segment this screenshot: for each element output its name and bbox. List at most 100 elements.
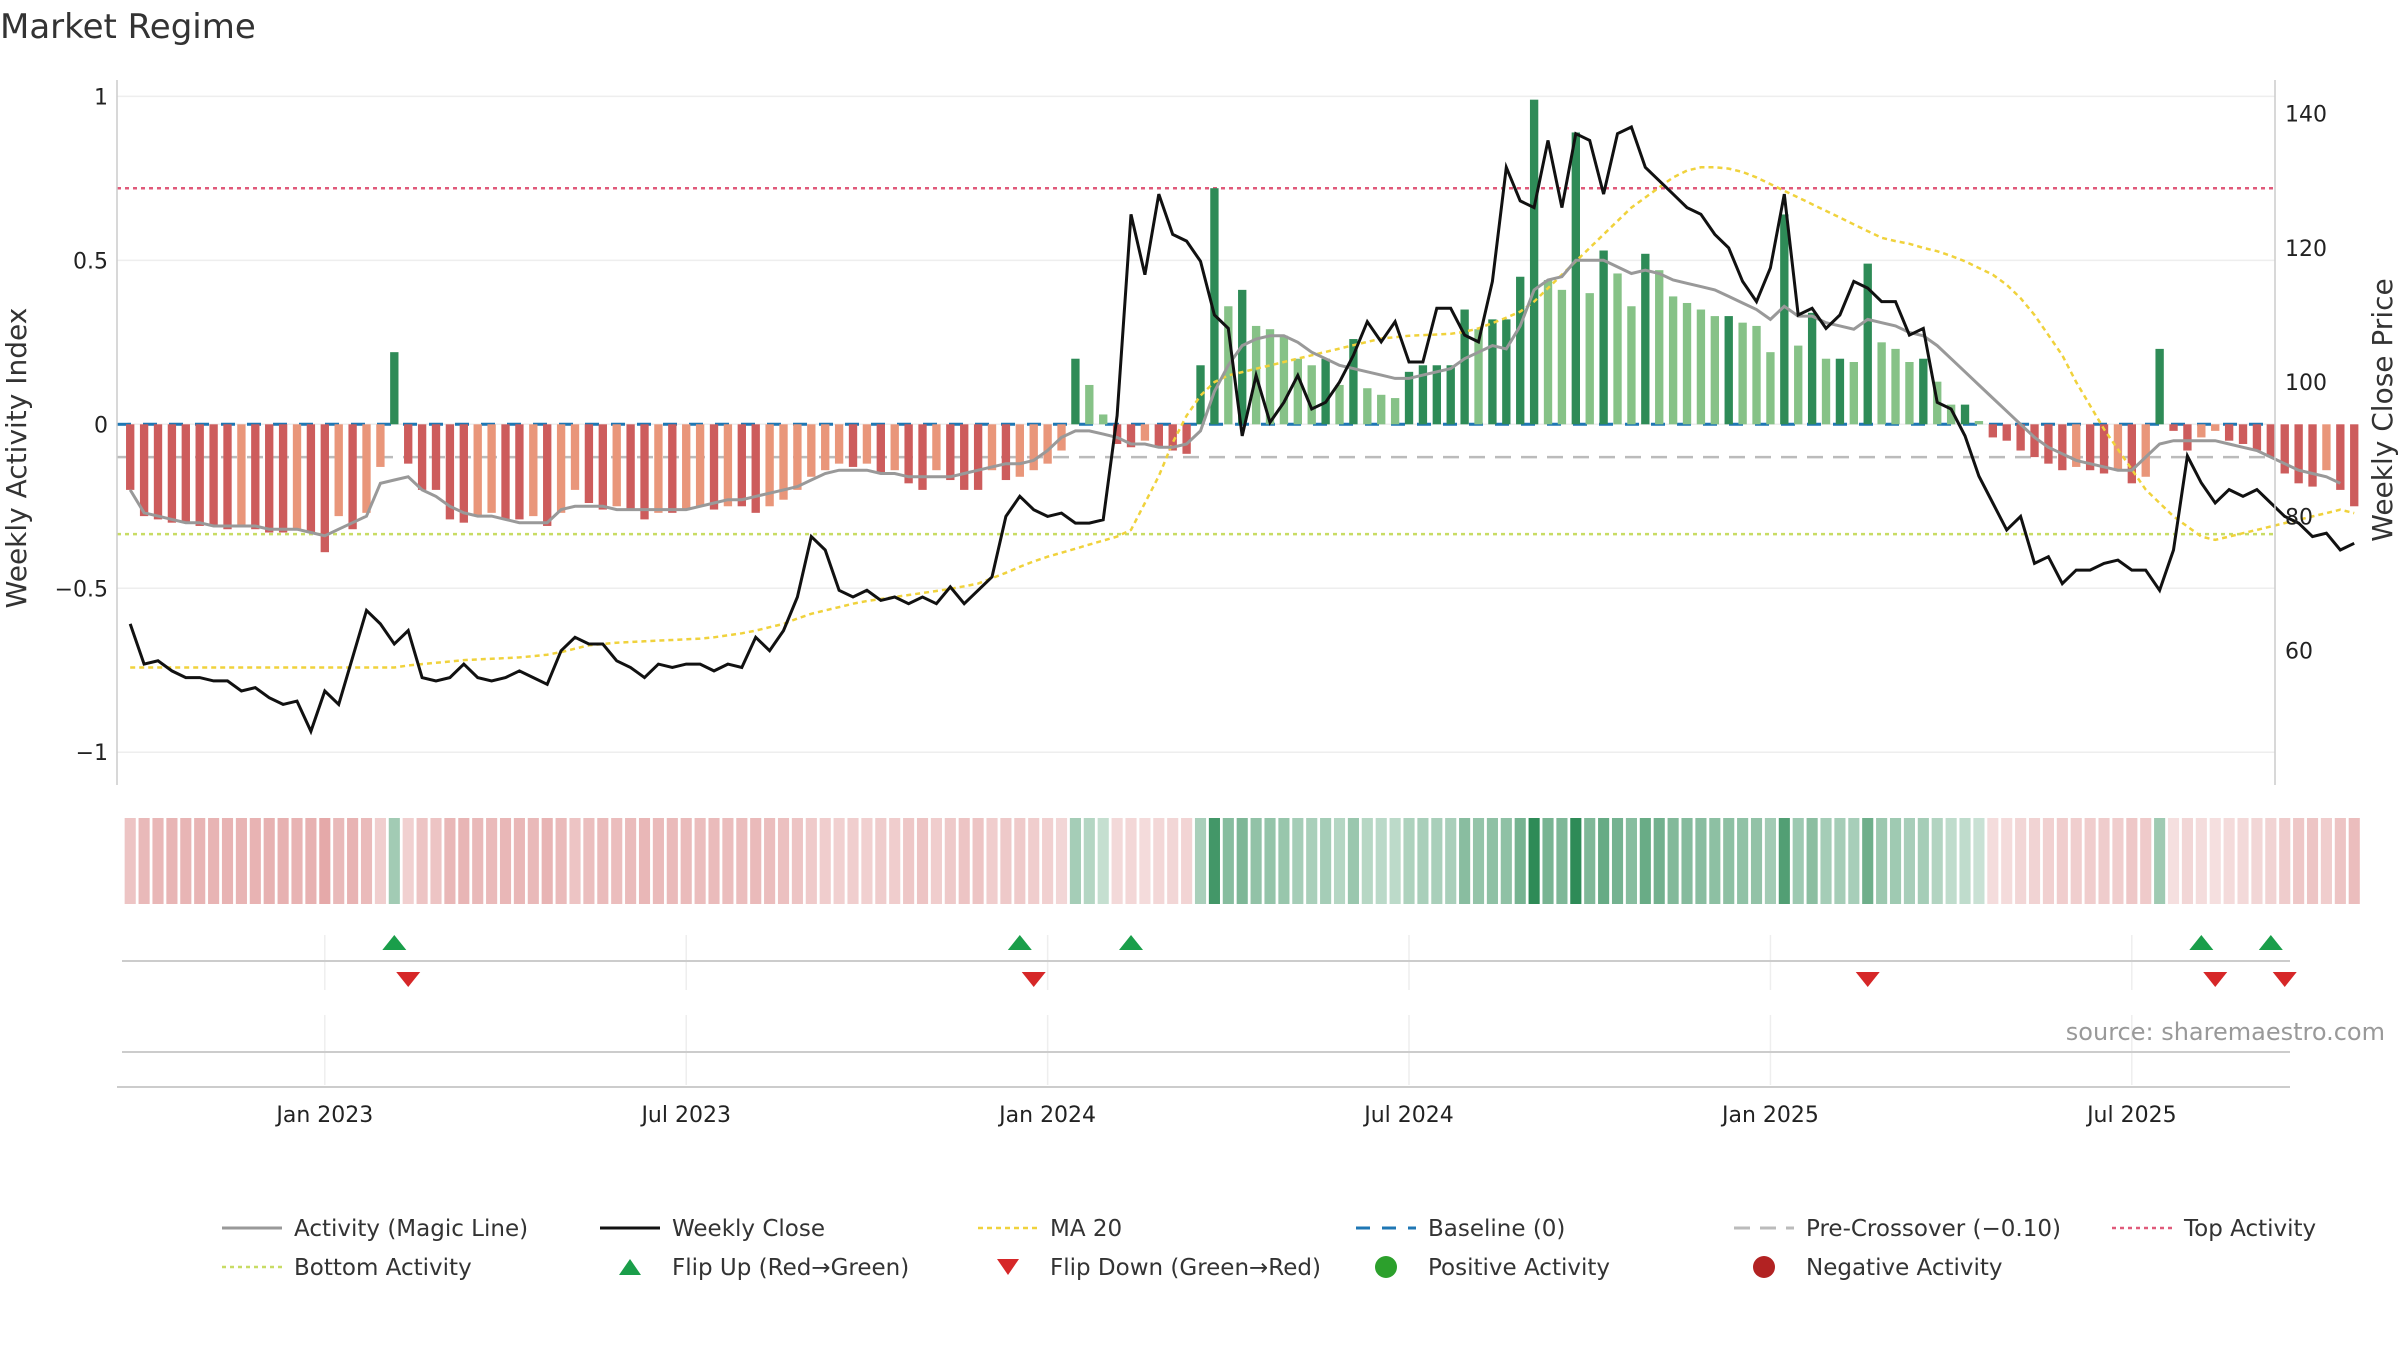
regime-cell — [2126, 818, 2138, 904]
activity-bar — [1154, 424, 1163, 448]
regime-cell — [1153, 818, 1165, 904]
activity-bar — [2238, 424, 2248, 444]
regime-cell — [1028, 818, 1040, 904]
regime-cell — [791, 818, 803, 904]
regime-cell — [527, 818, 539, 904]
regime-cell — [903, 818, 915, 904]
regime-cell — [1042, 818, 1054, 904]
activity-bar — [126, 424, 135, 490]
tick-labels: 1 0.5 0 −0.5 −1 140 120 100 80 60 — [55, 85, 2327, 766]
series-lines — [128, 124, 2355, 736]
regime-cell — [277, 818, 289, 904]
legend-label: Negative Activity — [1806, 1255, 2003, 1281]
ma20-line — [130, 166, 2355, 669]
regime-cell — [2098, 818, 2110, 904]
regime-cell — [347, 818, 359, 904]
activity-bar — [2058, 424, 2067, 471]
activity-bar — [640, 424, 649, 520]
regime-cell — [1750, 818, 1763, 904]
regime-cell — [1445, 818, 1457, 904]
regime-cell — [1000, 818, 1012, 904]
regime-cell — [2154, 818, 2166, 904]
regime-cell — [555, 818, 567, 904]
regime-cell — [2028, 818, 2041, 904]
activity-bar — [1682, 302, 1692, 425]
regime-cell — [388, 818, 400, 904]
regime-cell — [1542, 818, 1554, 904]
activity-bar — [1418, 365, 1428, 425]
regime-cell — [597, 818, 609, 904]
activity-bar — [1140, 424, 1150, 441]
regime-cell — [1333, 818, 1346, 904]
regime-cell — [972, 818, 984, 904]
regime-cell — [861, 818, 873, 904]
regime-cell — [1208, 818, 1220, 904]
regime-cell — [2140, 818, 2152, 904]
regime-cell — [1055, 818, 1068, 904]
legend-label: Top Activity — [2183, 1216, 2316, 1242]
activity-bar — [626, 424, 635, 510]
regime-cell — [1167, 818, 1179, 904]
activity-bar — [793, 424, 802, 490]
activity-bar — [459, 424, 468, 523]
activity-bar — [1210, 188, 1219, 425]
regime-cell — [1375, 818, 1387, 904]
activity-bar — [765, 424, 774, 507]
activity-bar — [320, 424, 329, 553]
activity-bar — [1293, 358, 1302, 425]
regime-cell — [486, 818, 498, 904]
regime-cell — [374, 818, 386, 904]
activity-bar — [334, 424, 343, 517]
activity-bar — [1599, 250, 1608, 425]
activity-bar — [2169, 424, 2178, 431]
regime-cell — [416, 818, 428, 904]
regime-cell — [166, 818, 178, 904]
activity-bar — [2197, 424, 2206, 438]
activity-bar — [960, 424, 969, 490]
activity-bar — [209, 424, 218, 526]
legend-label: Pre-Crossover (−0.10) — [1806, 1216, 2061, 1242]
legend: Activity (Magic Line) Weekly Close MA 20 Ba… — [222, 1216, 2316, 1281]
regime-cell — [1528, 818, 1540, 904]
regime-cell — [1486, 818, 1498, 904]
activity-bar — [1766, 352, 1775, 425]
legend-swatch — [1375, 1256, 1397, 1278]
regime-cell — [2070, 818, 2082, 904]
activity-bar — [1571, 132, 1580, 425]
flip-markers-panel — [122, 935, 2297, 990]
x-tick-label: Jul 2024 — [1362, 1103, 1454, 1128]
regime-cell — [1903, 818, 1915, 904]
activity-bar — [1321, 358, 1330, 425]
activity-bar — [862, 424, 872, 464]
regime-cell — [1959, 818, 1971, 904]
regime-cell — [1097, 818, 1109, 904]
activity-bar — [2350, 424, 2359, 507]
regime-cell — [1764, 818, 1776, 904]
regime-cell — [1695, 818, 1707, 904]
regime-cell — [1945, 818, 1957, 904]
chart-title: Market Regime — [0, 7, 256, 47]
activity-bar — [807, 424, 816, 477]
flip-down-marker — [2272, 972, 2297, 987]
y2-tick-label: 60 — [2285, 640, 2313, 665]
flip-up-marker — [2189, 935, 2214, 950]
regime-cell — [2112, 818, 2124, 904]
regime-cell — [875, 818, 887, 904]
regime-cell — [1264, 818, 1276, 904]
activity-bar — [1807, 312, 1817, 425]
flip-down-marker — [1021, 972, 1046, 987]
activity-bar — [167, 424, 177, 523]
activity-bar — [1349, 339, 1358, 425]
activity-bar — [431, 424, 441, 490]
regime-cell — [930, 818, 942, 904]
activity-bar — [1668, 296, 1678, 425]
legend-label: MA 20 — [1050, 1216, 1122, 1242]
flip-up-marker — [382, 935, 407, 950]
activity-dots-panel — [122, 1015, 2290, 1085]
regime-cell — [958, 818, 970, 904]
regime-cell — [1931, 818, 1943, 904]
regime-cell — [1194, 818, 1207, 904]
regime-cell — [764, 818, 776, 904]
magic-line — [128, 258, 2341, 538]
